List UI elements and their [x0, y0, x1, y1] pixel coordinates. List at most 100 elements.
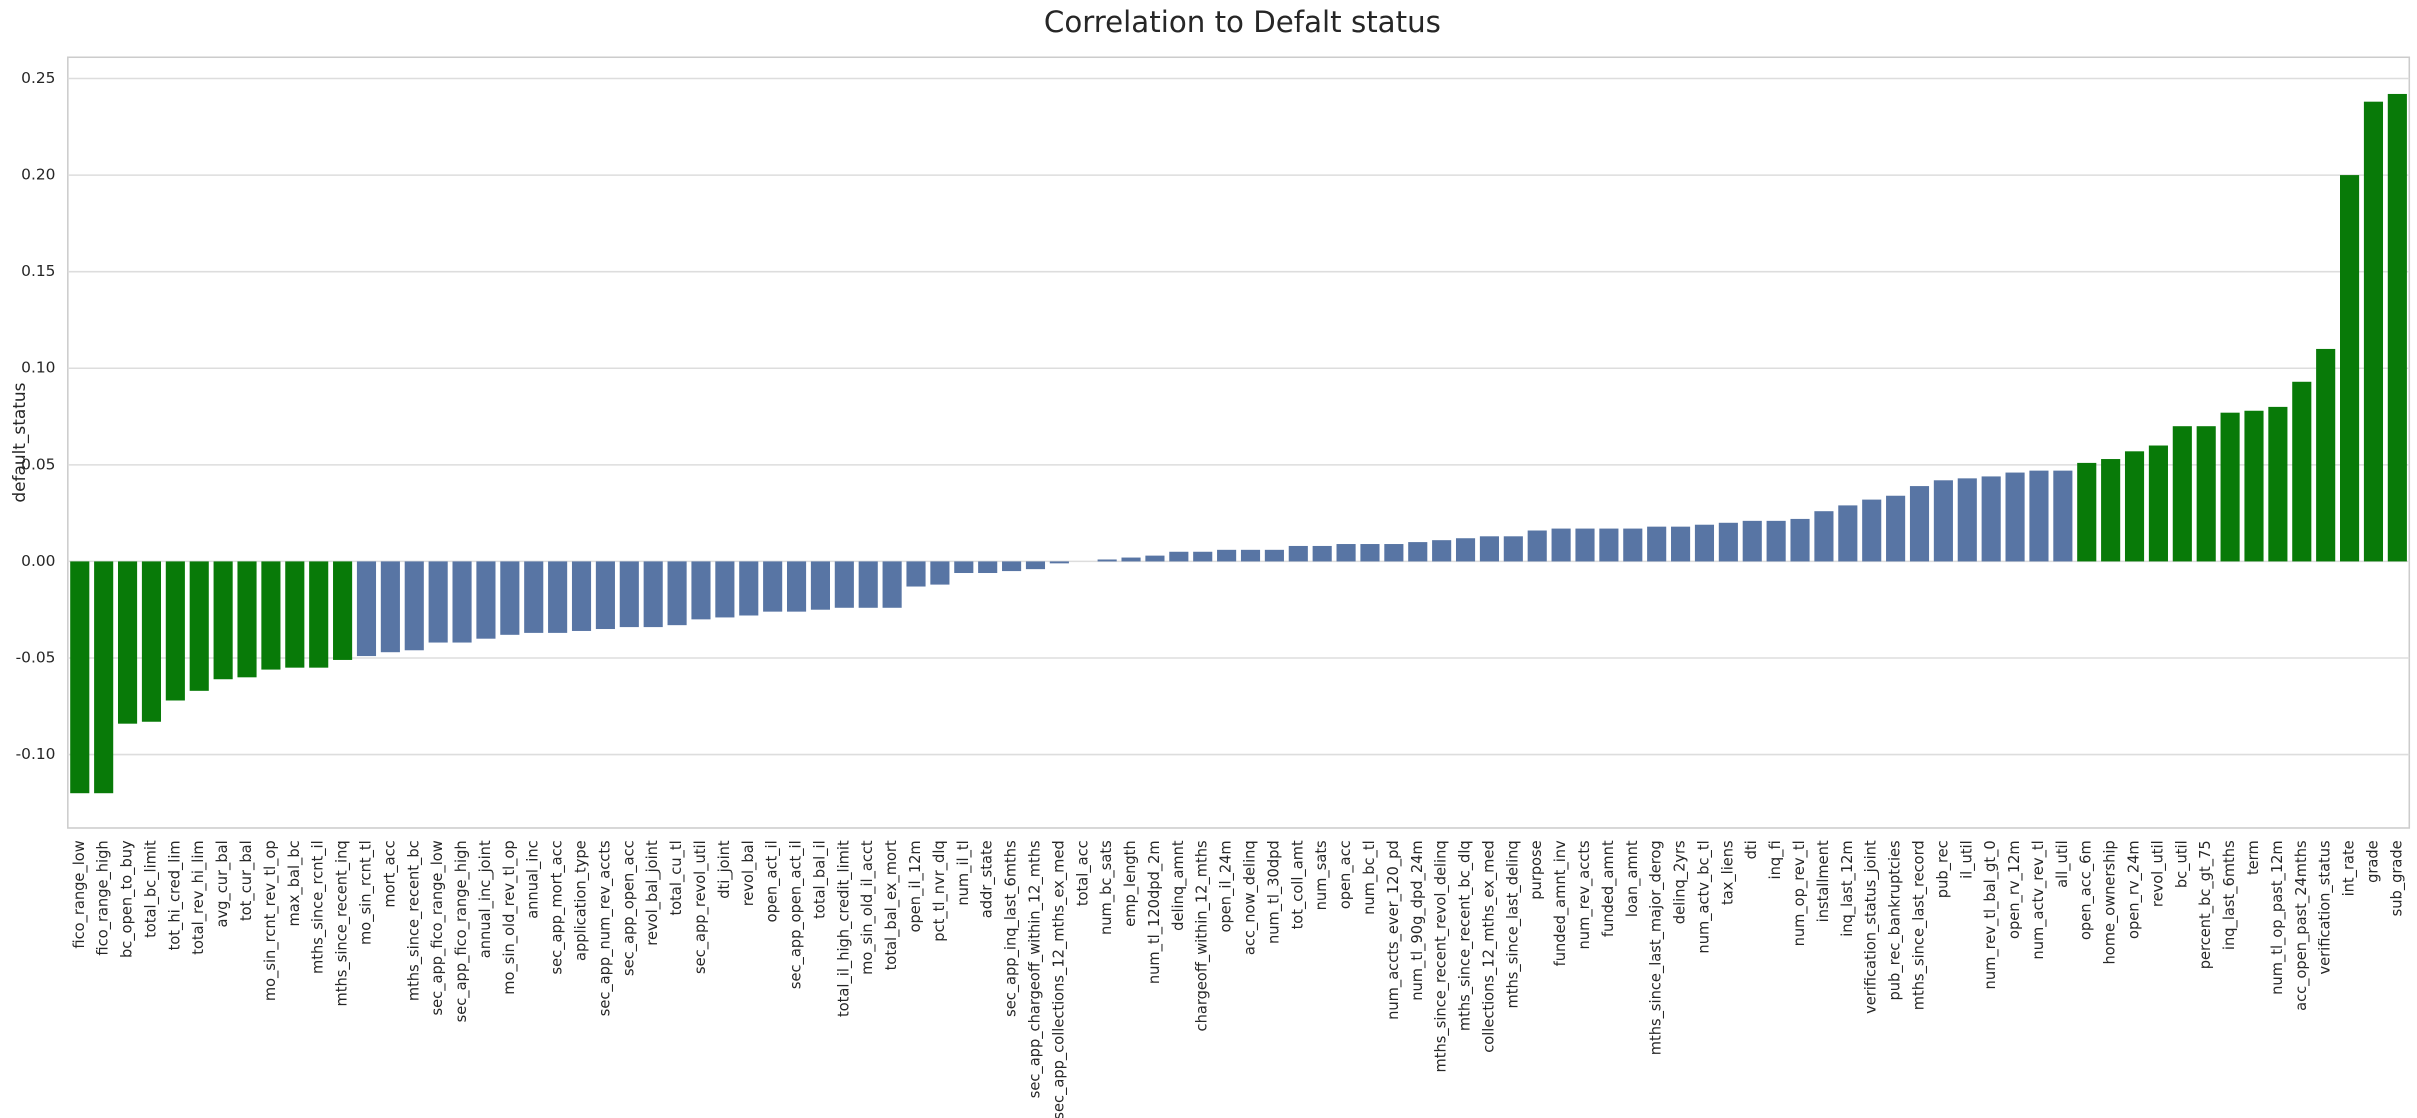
x-tick-label: bc_util [2173, 840, 2190, 888]
bar [930, 561, 950, 585]
bar [1264, 549, 1284, 562]
bar [1384, 544, 1404, 562]
bar [763, 561, 783, 612]
bar [2244, 410, 2264, 562]
bar [1862, 499, 1882, 562]
x-tick-label: tot_cur_bal [238, 840, 255, 921]
x-tick-label: pub_rec_bankruptcies [1887, 840, 1904, 1000]
bar [739, 561, 759, 616]
bar [810, 561, 830, 610]
bar [1599, 528, 1619, 562]
bar [1312, 545, 1332, 562]
x-tick-label: open_rv_12m [2006, 840, 2023, 939]
x-tick-label: verification_status [2317, 840, 2334, 974]
x-tick-label: application_type [573, 840, 590, 961]
x-tick-label: fico_range_low [71, 840, 88, 948]
x-tick-label: total_cu_tl [668, 840, 685, 915]
x-tick-label: all_util [2054, 840, 2071, 888]
x-tick-label: mths_since_recent_inq [334, 840, 351, 1006]
x-tick-label: tot_hi_cred_lim [166, 840, 183, 950]
x-tick-label: tax_liens [1719, 840, 1736, 905]
bar [858, 561, 878, 608]
bar [2148, 445, 2168, 562]
bar [1814, 511, 1834, 562]
bar [2077, 462, 2097, 562]
bar [2292, 381, 2312, 562]
x-tick-label: num_tl_30dpd [1265, 840, 1282, 944]
bar [619, 561, 639, 628]
bar [1049, 561, 1069, 564]
bar [1742, 520, 1762, 562]
x-tick-label: num_il_tl [955, 840, 972, 905]
bar [571, 561, 592, 631]
x-tick-label: sec_app_collections_12_mths_ex_med [1050, 840, 1067, 1118]
x-tick-label: mo_sin_rcnt_rev_tl_op [262, 840, 279, 1001]
x-tick-label: total_rev_hi_lim [190, 840, 207, 954]
bar [715, 561, 735, 618]
x-tick-label: purpose [1528, 840, 1545, 899]
x-tick-label: num_actv_bc_tl [1695, 840, 1712, 953]
bar [213, 561, 233, 680]
bar [1025, 561, 1046, 570]
bar [1217, 549, 1237, 562]
x-tick-label: revol_bal_joint [644, 840, 661, 946]
bar [428, 561, 448, 643]
y-tick-label: 0.25 [21, 69, 55, 87]
bar [643, 561, 663, 628]
x-tick-label: il_util [1958, 840, 1975, 879]
x-tick-label: num_tl_120dpd_2m [1146, 840, 1163, 984]
x-tick-label: pct_tl_nvr_dlq [931, 840, 948, 941]
bar [1957, 478, 1977, 562]
x-tick-label: delinq_amnt [1170, 840, 1187, 931]
bar [834, 561, 854, 608]
bar [786, 561, 807, 612]
x-tick-label: inq_last_12m [1839, 840, 1856, 936]
x-tick-label: open_rv_24m [2126, 840, 2143, 939]
x-tick-label: total_il_high_credit_limit [835, 840, 852, 1017]
bar [2172, 426, 2192, 562]
bar [2316, 348, 2336, 562]
x-tick-label: num_op_rev_tl [1791, 840, 1808, 946]
x-tick-label: num_rev_tl_bal_gt_0 [1982, 840, 1999, 989]
x-tick-label: annual_inc [525, 840, 542, 918]
y-tick-label: -0.05 [16, 648, 56, 666]
x-tick-label: mths_since_last_major_derog [1648, 840, 1665, 1055]
bar [2196, 426, 2216, 562]
x-tick-label: installment [1815, 840, 1832, 922]
x-tick-label: max_bal_bc [286, 840, 303, 926]
bar [165, 561, 185, 701]
bar [237, 561, 257, 678]
y-tick-label: 0.05 [21, 455, 55, 473]
x-tick-label: open_acc_6m [2078, 840, 2095, 940]
bar [189, 561, 209, 691]
x-tick-label: mo_sin_rcnt_tl [357, 840, 374, 945]
bar [1933, 480, 1953, 562]
bar [1886, 495, 1906, 562]
x-tick-label: funded_amnt [1600, 840, 1617, 937]
x-tick-label: acc_open_past_24mths [2293, 840, 2310, 1011]
x-tick-label: num_tl_op_past_12m [2269, 840, 2286, 995]
x-tick-label: total_acc [1074, 840, 1091, 906]
x-tick-label: sec_app_open_acc [620, 840, 637, 976]
x-tick-label: sec_app_fico_range_low [429, 840, 446, 1015]
bar [117, 561, 138, 724]
x-tick-label: sec_app_fico_range_high [453, 840, 470, 1022]
x-tick-label: annual_inc_joint [477, 840, 494, 958]
x-tick-label: collections_12_mths_ex_med [1480, 840, 1497, 1052]
x-tick-label: total_bal_ex_mort [883, 840, 900, 970]
bar [2124, 451, 2145, 562]
x-tick-label: mo_sin_old_rev_tl_op [501, 840, 518, 994]
x-tick-label: funded_amnt_inv [1552, 840, 1569, 966]
bar [404, 561, 424, 651]
bar [978, 561, 998, 574]
x-tick-label: percent_bc_gt_75 [2197, 840, 2214, 969]
bar [1766, 520, 1786, 562]
bar [380, 561, 400, 653]
x-tick-label: grade [2364, 840, 2381, 883]
x-tick-label: revol_util [2149, 840, 2166, 907]
x-tick-label: dti [1743, 840, 1760, 859]
x-tick-label: open_il_24m [1218, 840, 1235, 932]
x-tick-label: mths_since_recent_bc_dlq [1457, 840, 1474, 1031]
